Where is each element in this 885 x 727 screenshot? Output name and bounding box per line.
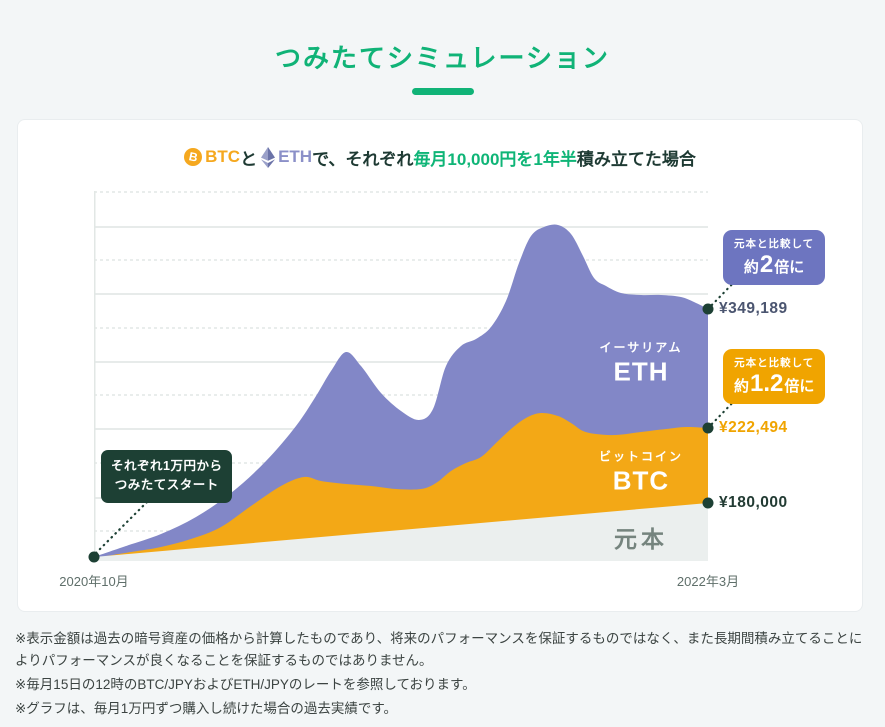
heading-tail: 積み立てた場合 bbox=[576, 149, 696, 169]
start-callout: それぞれ1万円から つみたてスタート bbox=[101, 450, 233, 503]
axis-label-start: 2020年10月 bbox=[59, 574, 129, 589]
footnote: ※グラフは、毎月1万円ずつ購入し続けた場合の過去実績です。 bbox=[15, 701, 397, 716]
axis-label-end: 2022年3月 bbox=[676, 574, 740, 589]
eth-coin-icon bbox=[261, 146, 276, 168]
eth-comparison-badge: 元本と比較して 約2倍に bbox=[723, 230, 826, 286]
title-underline bbox=[411, 88, 474, 95]
heading-highlight: 毎月10,000円を1年半 bbox=[413, 149, 577, 169]
footnote: ※毎月15日の12時のBTC/JPYおよびETH/JPYのレートを参照しておりま… bbox=[15, 677, 476, 692]
simulation-card: B BTC と ETH で、それぞれ 毎月10,000円を1年半 積み立てた場合… bbox=[17, 119, 863, 612]
btc-comparison-badge: 元本と比較して 約1.2倍に bbox=[723, 349, 826, 405]
footnotes: ※表示金額は過去の暗号資産の価格から計算したものであり、将来のパフォーマンスを保… bbox=[15, 628, 873, 722]
btc-coin-icon: B bbox=[184, 148, 203, 166]
heading-eth-label: ETH bbox=[278, 147, 313, 166]
footnote: ※表示金額は過去の暗号資産の価格から計算したものであり、将来のパフォーマンスを保… bbox=[15, 631, 863, 668]
principal-final-value: ¥180,000 bbox=[719, 494, 788, 511]
heading-mid: で、それぞれ bbox=[312, 149, 414, 169]
page-title: つみたてシミュレーション bbox=[275, 43, 610, 73]
principal-area-label: 元本 bbox=[614, 526, 668, 552]
area-chart: イーサリアム ETH ビットコイン BTC 元本 ¥349,189 ¥222,4… bbox=[59, 191, 862, 589]
page-header: つみたてシミュレーション bbox=[0, 38, 885, 95]
chart-heading: B BTC と ETH で、それぞれ 毎月10,000円を1年半 積み立てた場合 bbox=[18, 145, 862, 169]
chart-svg bbox=[88, 191, 743, 563]
heading-and: と bbox=[240, 149, 258, 169]
btc-final-value: ¥222,494 bbox=[719, 419, 788, 436]
eth-final-value: ¥349,189 bbox=[719, 300, 788, 317]
heading-btc-label: BTC bbox=[205, 147, 241, 166]
